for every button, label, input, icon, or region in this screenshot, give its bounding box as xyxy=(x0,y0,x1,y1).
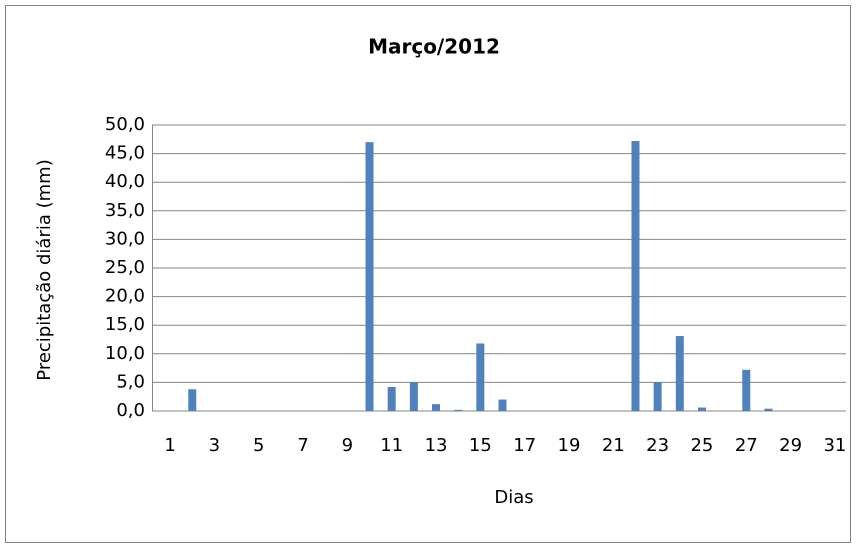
bar xyxy=(675,336,684,411)
bar xyxy=(365,142,374,411)
x-tick-label: 31 xyxy=(823,435,846,456)
x-tick-label: 3 xyxy=(209,435,220,456)
bar xyxy=(454,409,463,411)
bar xyxy=(498,399,507,411)
x-tick-label: 19 xyxy=(558,435,581,456)
x-tick-label: 25 xyxy=(690,435,713,456)
bar xyxy=(631,141,640,412)
y-tick-label: 20,0 xyxy=(105,286,145,307)
x-tick-label: 17 xyxy=(513,435,536,456)
bar xyxy=(188,389,197,411)
y-tick-label: 15,0 xyxy=(105,314,145,335)
y-axis-label: Precipitação diária (mm) xyxy=(34,159,55,380)
bar xyxy=(742,369,751,411)
y-tick-label: 50,0 xyxy=(105,114,145,135)
bar xyxy=(409,382,418,411)
y-tick-label: 45,0 xyxy=(105,143,145,164)
bar xyxy=(476,343,485,411)
chart-border xyxy=(5,5,851,543)
y-tick-label: 10,0 xyxy=(105,343,145,364)
bar xyxy=(764,408,773,411)
bar xyxy=(653,382,662,411)
x-tick-label: 23 xyxy=(646,435,669,456)
x-tick-label: 27 xyxy=(735,435,758,456)
x-tick-label: 1 xyxy=(164,435,175,456)
x-tick-label: 15 xyxy=(469,435,492,456)
x-tick-label: 5 xyxy=(253,435,264,456)
x-tick-label: 21 xyxy=(602,435,625,456)
bar xyxy=(387,386,396,411)
chart-title: Março/2012 xyxy=(368,35,500,59)
bar xyxy=(432,404,441,411)
y-tick-label: 35,0 xyxy=(105,200,145,221)
y-tick-label: 25,0 xyxy=(105,257,145,278)
x-tick-label: 29 xyxy=(779,435,802,456)
y-tick-label: 0,0 xyxy=(116,400,145,421)
x-axis-label: Dias xyxy=(494,487,533,508)
x-tick-label: 7 xyxy=(297,435,308,456)
x-tick-label: 11 xyxy=(380,435,403,456)
bar xyxy=(697,407,706,411)
y-tick-label: 40,0 xyxy=(105,171,145,192)
x-tick-label: 9 xyxy=(342,435,353,456)
x-tick-label: 13 xyxy=(425,435,448,456)
y-tick-label: 30,0 xyxy=(105,228,145,249)
y-tick-label: 5,0 xyxy=(116,371,145,392)
